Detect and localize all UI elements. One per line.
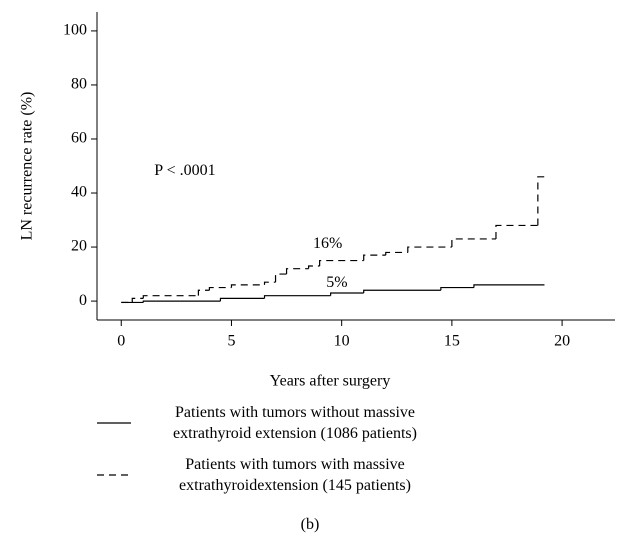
chart: Years after surgery LN recurrence rate (… — [19, 12, 615, 390]
annotation: P < .0001 — [154, 162, 215, 179]
annotation: 16% — [313, 235, 342, 252]
step-segment — [263, 281, 276, 285]
legend: Patients with tumors without massive ext… — [95, 402, 515, 506]
step-segment — [495, 224, 538, 239]
step-segment — [131, 297, 144, 303]
step-segment — [473, 284, 545, 288]
legend-label: Patients with tumors with massive extrat… — [179, 456, 411, 494]
step-segment — [208, 286, 232, 291]
x-axis-label: Years after surgery — [270, 373, 391, 390]
legend-item: Patients with tumors without massive ext… — [95, 402, 515, 444]
step-segment — [537, 176, 547, 226]
y-tick-label: 60 — [71, 130, 87, 147]
step-segment — [285, 268, 309, 275]
x-tick-label: 20 — [554, 333, 570, 350]
annotation: 5% — [326, 274, 347, 291]
y-tick-label: 80 — [71, 76, 87, 93]
legend-label: Patients with tumors without massive ext… — [173, 404, 417, 442]
y-tick-label: 40 — [71, 184, 87, 201]
caption: (b) — [300, 516, 320, 533]
step-segment — [330, 292, 364, 296]
legend-swatch — [97, 474, 131, 476]
x-tick-label: 5 — [227, 333, 235, 350]
step-segment — [385, 251, 408, 256]
step-segment — [451, 238, 496, 248]
step-segment — [230, 284, 265, 288]
step-segment — [407, 246, 452, 253]
legend-swatch — [97, 422, 131, 424]
step-segment — [142, 295, 199, 299]
step-segment — [263, 295, 331, 299]
step-segment — [219, 297, 265, 302]
y-tick-label: 0 — [79, 292, 87, 309]
y-axis-label: LN recurrence rate (%) — [19, 92, 36, 241]
y-tick-label: 20 — [71, 238, 87, 255]
step-segment — [363, 289, 441, 293]
step-segment — [319, 259, 364, 266]
step-segment — [308, 265, 320, 269]
x-tick-label: 15 — [444, 333, 460, 350]
legend-item: Patients with tumors with massive extrat… — [95, 454, 515, 496]
step-segment — [197, 289, 210, 296]
step-segment — [274, 273, 287, 283]
x-tick-label: 0 — [117, 333, 125, 350]
step-segment — [440, 286, 474, 291]
step-segment — [142, 300, 221, 303]
x-tick-label: 10 — [334, 333, 350, 350]
y-tick-label: 100 — [63, 22, 87, 39]
step-segment — [363, 254, 386, 261]
